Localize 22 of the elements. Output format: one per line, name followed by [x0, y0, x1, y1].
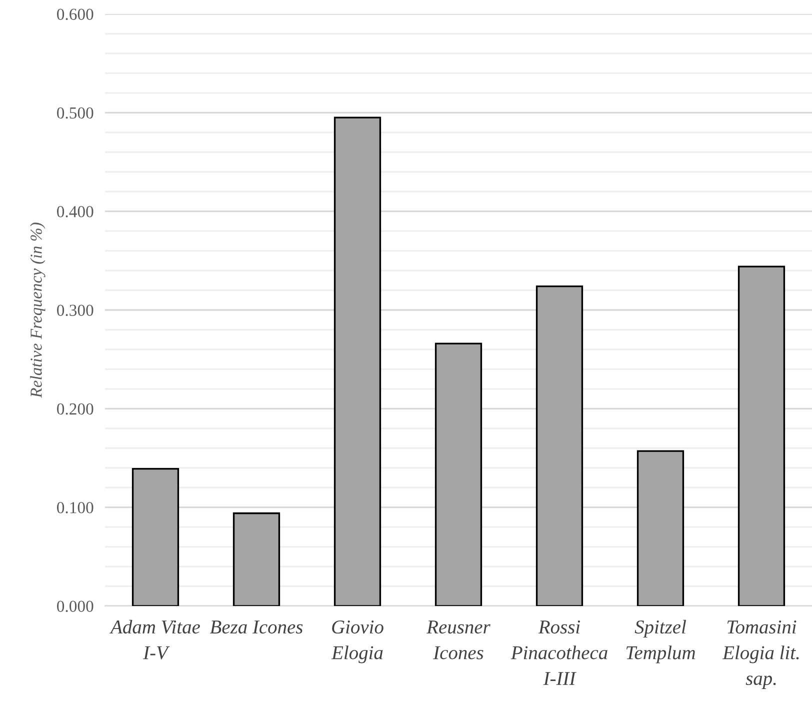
x-tick-label: Beza Icones: [210, 620, 303, 634]
bar: [232, 512, 280, 606]
y-tick-label: 0.300: [57, 304, 94, 316]
x-tick-label: Giovio Elogia: [331, 620, 384, 664]
bar: [536, 285, 584, 606]
y-tick-label: 0.500: [57, 107, 94, 119]
y-axis-title: Relative Frequency (in %): [30, 222, 46, 398]
y-tick-label: 0.100: [57, 502, 94, 514]
x-tick-label: Adam Vitae I-V: [110, 620, 200, 660]
x-tick-label: Rossi Pinacotheca I-III: [510, 620, 608, 685]
y-tick-label: 0.600: [57, 8, 94, 20]
bar: [434, 342, 482, 606]
bar: [738, 266, 786, 606]
x-tick-label: Tomasini Elogia lit. sap.: [722, 620, 799, 689]
bar: [636, 450, 684, 606]
bar: [132, 468, 180, 606]
x-tick-label: Spitzel Templum: [626, 620, 695, 664]
x-tick-label: Reusner Icones: [426, 620, 490, 660]
y-tick-label: 0.200: [57, 403, 94, 415]
y-tick-label: 0.000: [57, 600, 94, 612]
bar: [334, 116, 382, 606]
y-tick-label: 0.400: [57, 206, 94, 218]
